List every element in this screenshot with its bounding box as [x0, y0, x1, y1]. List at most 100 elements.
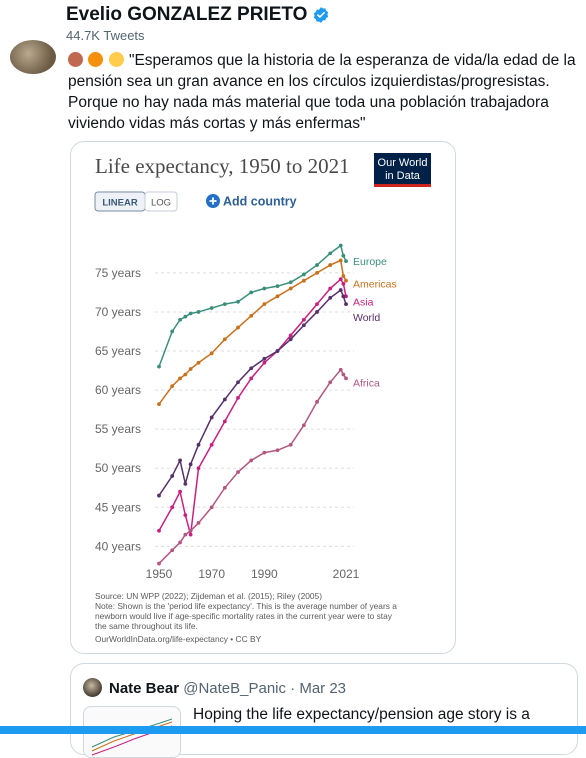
profile-name[interactable]: Evelio GONZALEZ PRIETO — [66, 4, 308, 25]
chart-note-1: Note: Shown is the 'period life expectan… — [95, 601, 397, 611]
x-axis-ticks: 1950 1970 1990 2021 — [146, 567, 360, 581]
quoted-tweet[interactable]: Nate Bear @NateB_Panic · Mar 23 Hoping t… — [70, 663, 578, 758]
bottom-blue-bar — [0, 726, 586, 734]
data-point-world — [170, 474, 175, 478]
quote-separator: · — [286, 680, 300, 697]
y-tick-label: 70 years — [95, 305, 141, 319]
quote-avatar[interactable] — [83, 678, 102, 697]
quote-handle[interactable]: @NateB_Panic — [183, 680, 286, 697]
data-point-europe — [288, 280, 293, 285]
data-point-europe — [209, 306, 214, 310]
data-point-world — [338, 288, 343, 292]
data-point-americas — [275, 294, 280, 299]
chart-title: Life expectancy, 1950 to 2021 — [95, 154, 350, 178]
series-label-europe: Europe — [353, 256, 387, 268]
data-point-europe — [341, 253, 346, 258]
data-point-asia — [236, 396, 240, 400]
y-tick-label: 60 years — [95, 383, 141, 397]
logo-line2: in Data — [385, 170, 421, 182]
chart-url: OurWorldInData.org/life-expectancy • CC … — [95, 634, 262, 644]
add-country-button[interactable]: Add country — [206, 194, 297, 209]
data-point-world — [301, 323, 306, 328]
author-avatar[interactable] — [10, 40, 56, 74]
data-point-world — [341, 294, 346, 299]
data-point-americas — [288, 286, 293, 291]
data-point-africa — [341, 372, 346, 377]
data-point-asia — [315, 302, 319, 307]
data-point-world — [188, 462, 193, 467]
data-point-world — [196, 442, 201, 447]
data-point-africa — [157, 561, 161, 566]
data-point-americas — [178, 376, 182, 381]
data-point-asia — [301, 317, 306, 322]
data-point-americas — [315, 270, 319, 275]
data-point-africa — [170, 548, 175, 553]
log-button[interactable] — [144, 191, 178, 212]
data-point-world — [315, 310, 319, 314]
data-point-asia — [188, 532, 193, 537]
data-point-africa — [275, 448, 280, 453]
owid-logo: Our World in Data — [374, 153, 431, 187]
data-point-europe — [183, 314, 188, 319]
data-point-americas — [183, 372, 188, 377]
add-country-label: Add country — [223, 195, 297, 209]
life-expectancy-chart: Life expectancy, 1950 to 2021 Our World … — [94, 153, 431, 644]
data-point-world — [236, 380, 240, 385]
profile-name-row: Evelio GONZALEZ PRIETO — [66, 4, 330, 26]
data-point-americas — [188, 367, 193, 371]
series-label-world: World — [353, 312, 380, 324]
data-point-africa — [262, 450, 267, 455]
data-point-europe — [249, 290, 254, 295]
data-point-world — [275, 349, 280, 353]
y-tick-label: 45 years — [95, 500, 141, 514]
x-tick-label: 1970 — [198, 567, 225, 581]
data-point-americas — [196, 360, 201, 365]
orange-circle-emoji-icon — [88, 52, 104, 67]
data-point-world — [328, 295, 333, 300]
data-point-asia — [183, 513, 188, 518]
data-point-europe — [301, 272, 306, 277]
data-point-africa — [301, 423, 306, 428]
data-point-americas — [157, 402, 161, 407]
data-point-world — [222, 397, 227, 402]
data-point-americas — [209, 351, 214, 356]
data-point-asia — [222, 419, 227, 424]
y-tick-label: 75 years — [95, 266, 141, 280]
data-point-africa — [249, 458, 254, 463]
quote-date[interactable]: Mar 23 — [299, 680, 347, 697]
data-point-europe — [338, 243, 343, 248]
x-tick-label: 1950 — [146, 567, 173, 581]
y-tick-label: 50 years — [95, 461, 141, 475]
series-label-americas: Americas — [353, 279, 397, 291]
y-tick-label: 55 years — [95, 422, 141, 436]
scale-toggle: LINEAR LOG — [94, 191, 178, 212]
data-point-europe — [236, 299, 240, 304]
data-point-europe — [157, 364, 161, 369]
series-label-asia: Asia — [353, 296, 374, 308]
data-point-world — [344, 302, 348, 307]
data-point-world — [288, 337, 293, 342]
data-point-europe — [275, 284, 280, 289]
chart-note-2: newborn would live if age-specific morta… — [95, 611, 393, 621]
chart-note-3: the same throughout its life. — [95, 621, 198, 631]
data-point-world — [209, 415, 214, 420]
quote-author-name[interactable]: Nate Bear — [109, 680, 180, 697]
data-point-asia — [196, 466, 201, 471]
data-point-americas — [236, 325, 240, 330]
chart-source: Source: UN WPP (2022); Zijdeman et al. (… — [95, 591, 322, 601]
data-point-world — [157, 493, 161, 498]
data-point-asia — [157, 528, 161, 533]
chart-image[interactable]: Life expectancy, 1950 to 2021 Our World … — [70, 141, 456, 654]
y-axis-ticks: 40 years 45 years 50 years 55 years 60 years… — [95, 266, 141, 553]
tweet-count: 44.7K Tweets — [66, 28, 145, 43]
quote-header: Nate Bear @NateB_Panic · Mar 23 — [109, 680, 346, 697]
data-point-africa — [344, 376, 348, 381]
x-tick-label: 2021 — [333, 567, 360, 581]
data-point-asia — [344, 294, 348, 299]
series-label-africa: Africa — [353, 377, 380, 389]
data-point-europe — [262, 286, 267, 291]
chart-series — [157, 243, 348, 566]
logo-line1: Our World — [378, 157, 428, 169]
data-point-africa — [338, 367, 343, 372]
data-point-americas — [328, 263, 333, 267]
